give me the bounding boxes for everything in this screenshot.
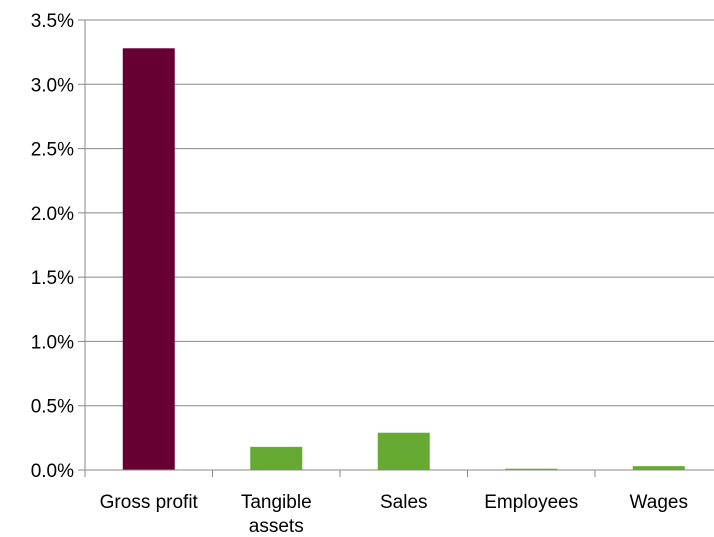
y-tick-label: 3.5% [31,11,74,32]
x-category-label: Employees [484,492,578,513]
x-category-label-line: Wages [630,492,688,513]
y-tick-label: 2.0% [31,204,74,225]
bar [123,48,175,470]
x-axis-category-labels: Gross profit Tangible assets Sales Employees… [100,492,688,537]
bar [378,433,430,470]
x-category-label-line: Tangible [241,492,312,513]
axes [85,20,714,477]
y-tick-label: 2.5% [31,140,74,161]
x-category-label: Sales [380,492,428,513]
x-category-label-line: Sales [380,492,428,513]
y-tick-label: 1.0% [31,332,74,353]
x-category-label-line: Employees [484,492,578,513]
x-category-label: Wages [630,492,688,513]
y-tick-label: 3.0% [31,75,74,96]
y-tick-label: 1.5% [31,268,74,289]
bar [633,466,685,470]
x-category-label: Tangible assets [241,492,312,537]
x-category-label: Gross profit [100,492,199,513]
bars [123,48,685,470]
y-tick-label: 0.5% [31,397,74,418]
y-tick-label: 0.0% [31,461,74,482]
bar [250,447,302,470]
y-axis-tick-labels: 0.0% 0.5% 1.0% 1.5% 2.0% 2.5% 3.0% 3.5% [31,11,74,482]
x-category-label-line: assets [249,516,304,537]
x-category-label-line: Gross profit [100,492,199,513]
